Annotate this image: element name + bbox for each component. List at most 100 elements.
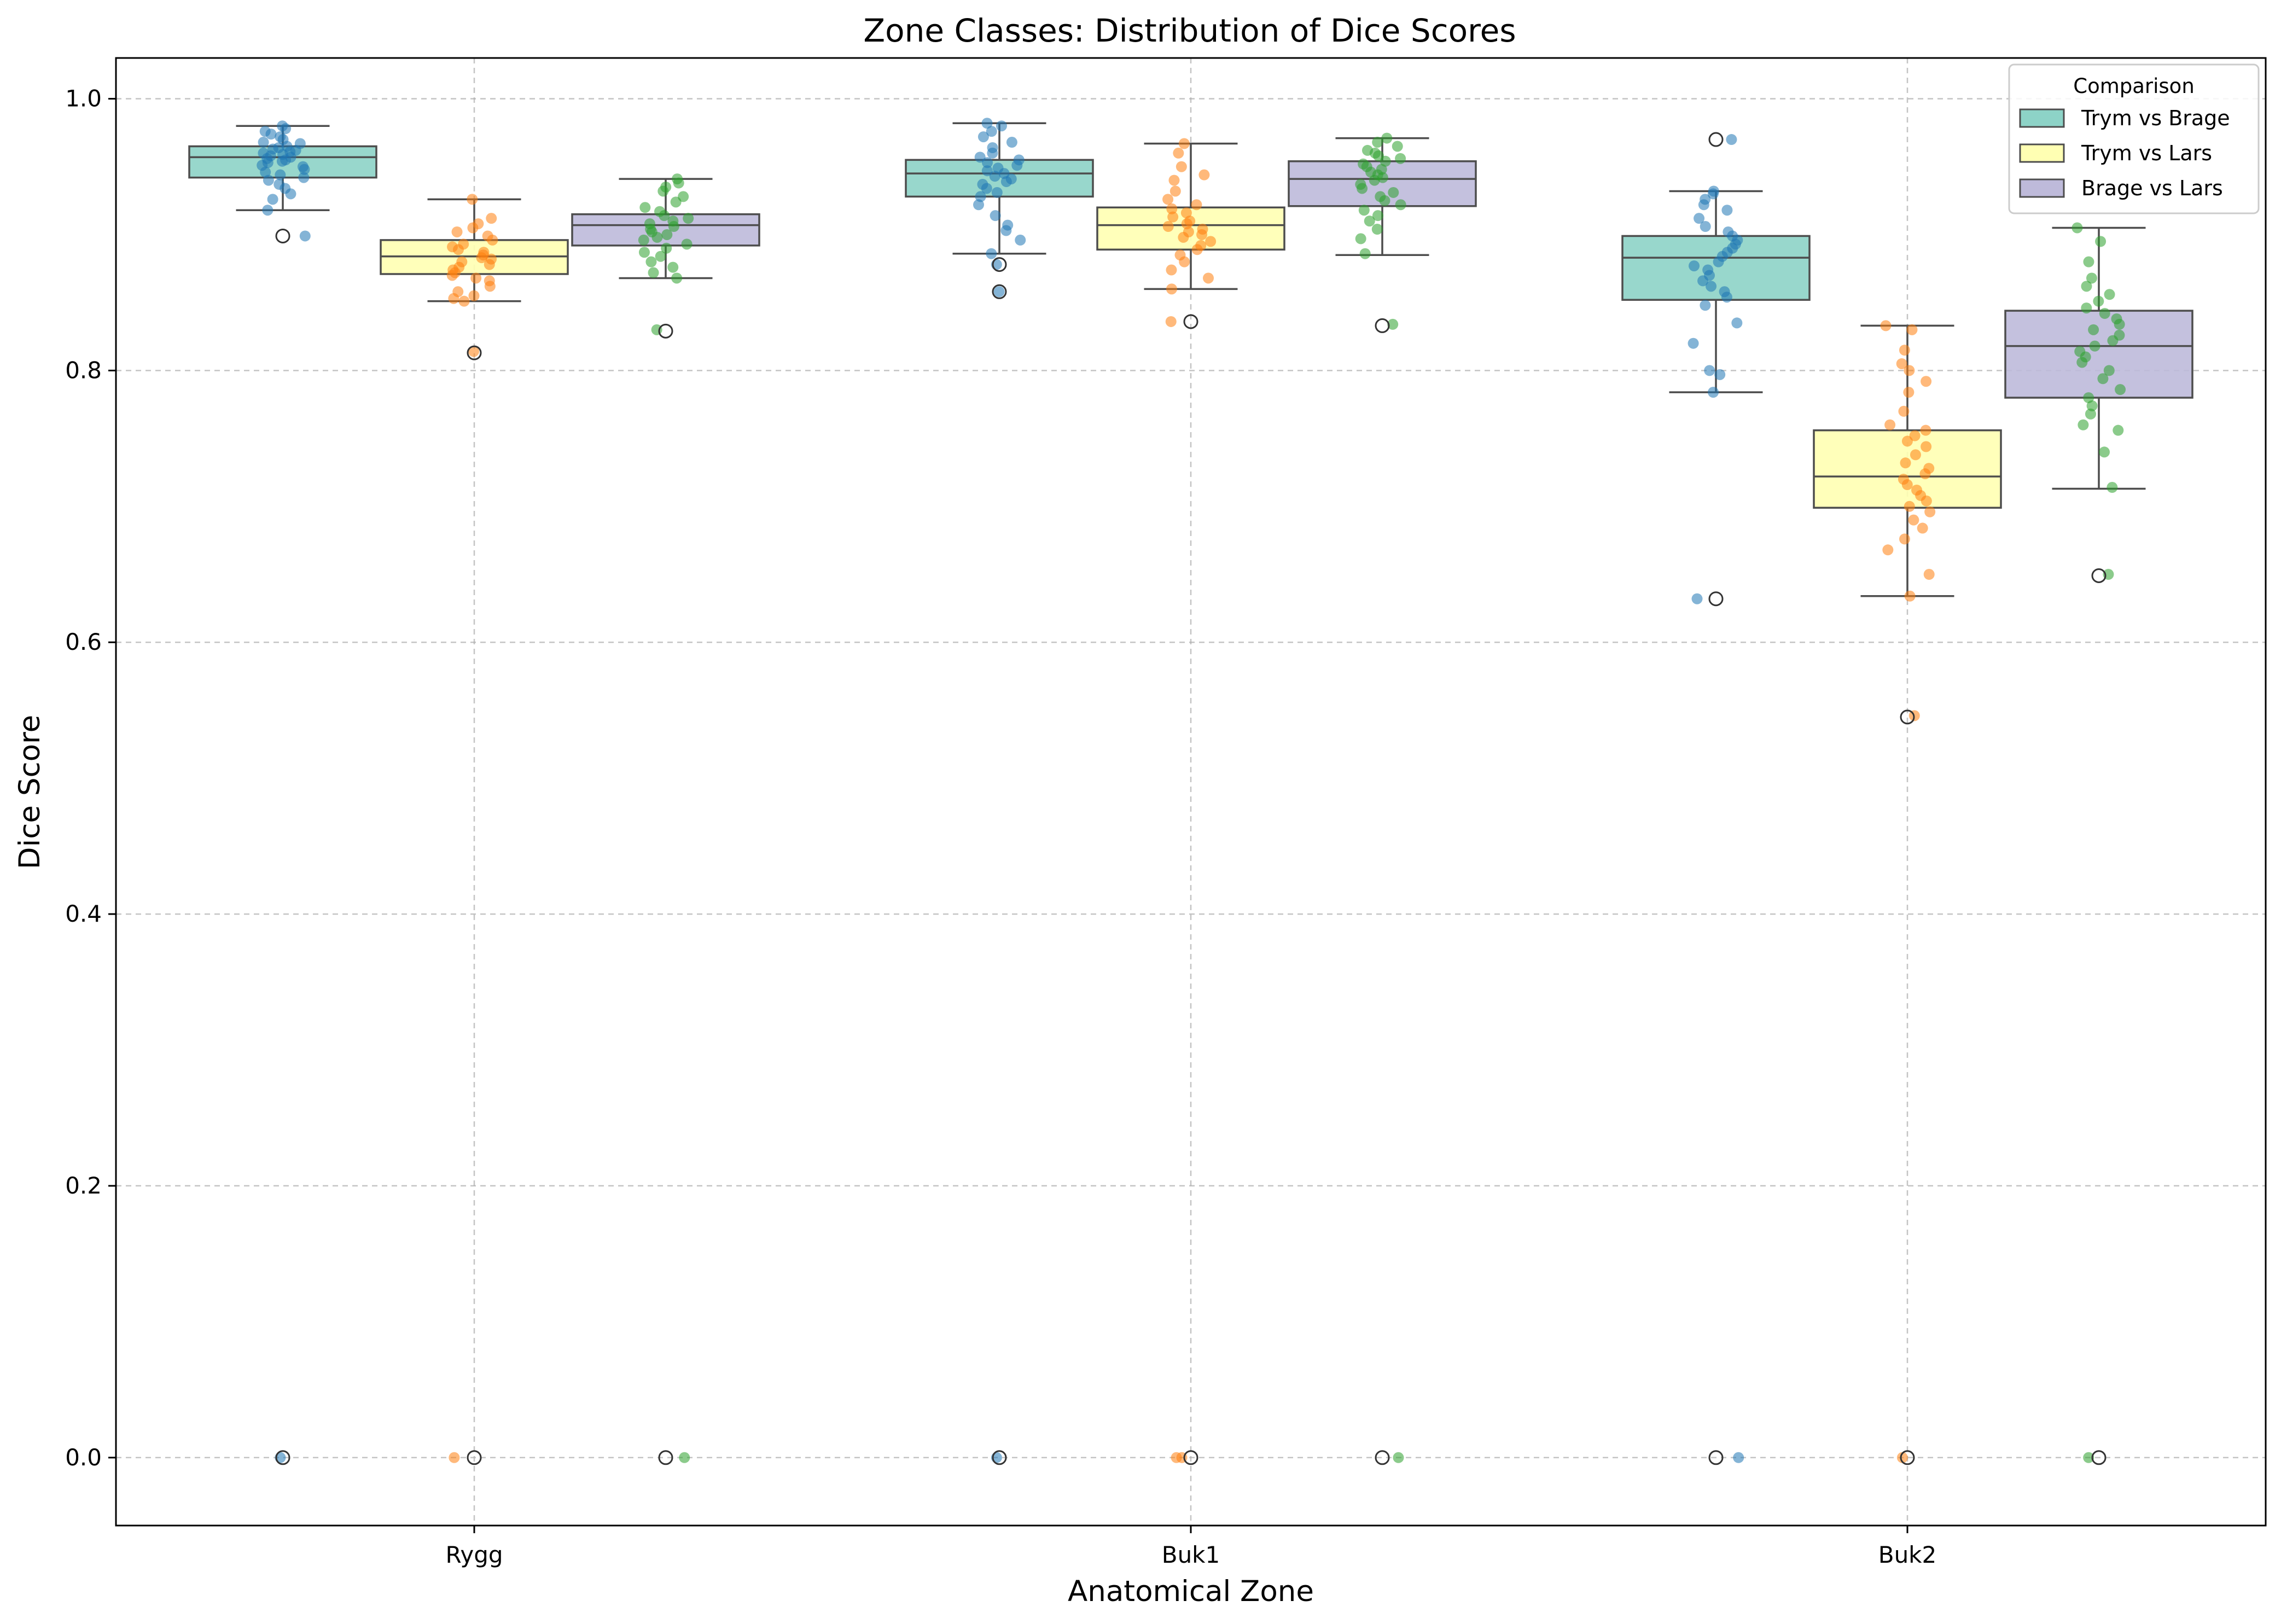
data-point-brage-vs-lars: [659, 210, 670, 222]
outlier-marker-trym-vs-brage: [1708, 1450, 1724, 1465]
data-point-trym-vs-brage: [1000, 176, 1012, 188]
data-point-brage-vs-lars: [2099, 308, 2110, 319]
data-point-trym-vs-brage: [987, 147, 998, 159]
data-point-brage-vs-lars: [670, 196, 682, 208]
data-point-brage-vs-lars: [679, 1452, 690, 1463]
data-point-brage-vs-lars: [661, 229, 673, 240]
data-point-brage-vs-lars: [1395, 199, 1406, 211]
data-point-brage-vs-lars: [1372, 137, 1383, 148]
data-point-brage-vs-lars: [1380, 155, 1391, 167]
outlier-marker-trym-vs-brage: [1708, 132, 1724, 147]
data-point-trym-vs-brage: [986, 126, 997, 137]
data-point-trym-vs-lars: [1904, 500, 1915, 512]
data-point-brage-vs-lars: [1388, 187, 1399, 198]
outlier-marker-trym-vs-brage: [275, 1450, 290, 1465]
data-point-trym-vs-lars: [1205, 236, 1217, 247]
data-point-trym-vs-brage: [1689, 260, 1700, 272]
outlier-marker-trym-vs-brage: [1708, 591, 1724, 607]
data-point-brage-vs-lars: [667, 261, 679, 273]
data-point-trym-vs-brage: [299, 164, 310, 175]
data-point-brage-vs-lars: [2115, 384, 2126, 395]
data-point-trym-vs-brage: [262, 205, 274, 216]
data-point-trym-vs-lars: [467, 194, 478, 205]
legend-label-trym-vs-brage: Trym vs Brage: [2081, 106, 2230, 130]
data-point-trym-vs-lars: [458, 295, 470, 307]
data-point-trym-vs-brage: [263, 174, 274, 186]
data-point-trym-vs-lars: [1923, 569, 1935, 580]
data-point-brage-vs-lars: [1372, 210, 1384, 222]
data-point-brage-vs-lars: [2086, 272, 2097, 284]
data-point-trym-vs-lars: [1165, 316, 1177, 327]
data-point-trym-vs-brage: [1011, 160, 1023, 171]
data-point-trym-vs-lars: [1166, 283, 1177, 295]
data-point-trym-vs-lars: [1921, 495, 1932, 507]
data-point-trym-vs-brage: [1700, 221, 1711, 232]
data-point-trym-vs-brage: [285, 188, 296, 200]
chart-title: Zone Classes: Distribution of Dice Score…: [863, 12, 1516, 49]
data-point-trym-vs-lars: [1909, 430, 1921, 441]
y-tick-label: 0.6: [65, 628, 102, 655]
data-point-trym-vs-lars: [448, 293, 459, 304]
legend: Comparison Trym vs Brage Trym vs Lars Brag…: [2008, 63, 2260, 214]
data-point-brage-vs-lars: [1364, 216, 1375, 227]
data-point-trym-vs-brage: [1688, 337, 1699, 349]
data-point-trym-vs-lars: [1181, 218, 1192, 230]
data-point-trym-vs-lars: [484, 281, 496, 292]
data-point-brage-vs-lars: [2107, 335, 2119, 346]
data-point-brage-vs-lars: [2086, 400, 2098, 411]
outlier-marker-trym-vs-lars: [1183, 1450, 1198, 1465]
data-point-brage-vs-lars: [638, 234, 649, 246]
y-axis-label: Dice Score: [13, 715, 46, 870]
data-point-trym-vs-lars: [1910, 449, 1921, 461]
data-point-brage-vs-lars: [2097, 373, 2109, 385]
data-point-brage-vs-lars: [668, 221, 679, 232]
data-point-brage-vs-lars: [2107, 482, 2118, 493]
data-point-trym-vs-lars: [1198, 169, 1210, 181]
data-point-trym-vs-lars: [1173, 147, 1184, 159]
data-point-brage-vs-lars: [1358, 205, 1370, 216]
data-point-brage-vs-lars: [671, 272, 683, 284]
data-point-trym-vs-lars: [446, 270, 458, 281]
data-point-trym-vs-brage: [1704, 365, 1715, 376]
outlier-layer: [275, 132, 2107, 1465]
y-tick-label: 0.4: [65, 900, 102, 927]
data-point-trym-vs-brage: [1726, 134, 1737, 145]
data-point-brage-vs-lars: [1359, 248, 1371, 259]
outlier-marker-trym-vs-lars: [1183, 314, 1198, 329]
data-point-brage-vs-lars: [2113, 424, 2124, 436]
data-point-trym-vs-lars: [1162, 194, 1174, 205]
data-point-trym-vs-brage: [975, 191, 986, 202]
legend-label-brage-vs-lars: Brage vs Lars: [2081, 176, 2223, 200]
data-point-trym-vs-brage: [280, 123, 292, 135]
data-point-trym-vs-brage: [989, 171, 1000, 182]
outlier-marker-trym-vs-lars: [1900, 709, 1915, 725]
axis-layer: 0.0 0.2 0.4 0.6 0.8 1.0 Rygg Buk1 Buk2: [65, 85, 1936, 1568]
data-point-trym-vs-brage: [996, 120, 1007, 132]
data-point-trym-vs-lars: [1899, 345, 1910, 356]
data-point-trym-vs-brage: [991, 187, 1003, 198]
data-point-trym-vs-lars: [1908, 514, 1919, 526]
data-point-trym-vs-brage: [1691, 593, 1703, 604]
data-point-brage-vs-lars: [1377, 172, 1388, 183]
data-point-trym-vs-lars: [467, 222, 479, 234]
data-point-brage-vs-lars: [2083, 256, 2094, 267]
data-point-brage-vs-lars: [1387, 318, 1399, 330]
data-point-trym-vs-lars: [1884, 419, 1896, 430]
data-point-trym-vs-brage: [990, 210, 1001, 222]
data-point-trym-vs-lars: [452, 244, 464, 255]
data-point-trym-vs-lars: [1899, 533, 1910, 545]
data-point-brage-vs-lars: [1369, 174, 1380, 186]
data-point-trym-vs-lars: [1920, 424, 1931, 436]
data-point-trym-vs-lars: [1166, 264, 1177, 276]
data-point-brage-vs-lars: [2071, 222, 2083, 234]
data-point-trym-vs-lars: [470, 272, 482, 284]
outlier-marker-brage-vs-lars: [658, 1450, 673, 1465]
data-point-brage-vs-lars: [683, 213, 694, 224]
data-point-brage-vs-lars: [1392, 141, 1403, 152]
y-tick-label: 1.0: [65, 85, 102, 112]
data-point-trym-vs-lars: [1191, 199, 1202, 211]
data-point-trym-vs-brage: [267, 194, 278, 205]
data-point-trym-vs-lars: [1191, 244, 1203, 255]
outlier-marker-trym-vs-lars: [1900, 1450, 1915, 1465]
